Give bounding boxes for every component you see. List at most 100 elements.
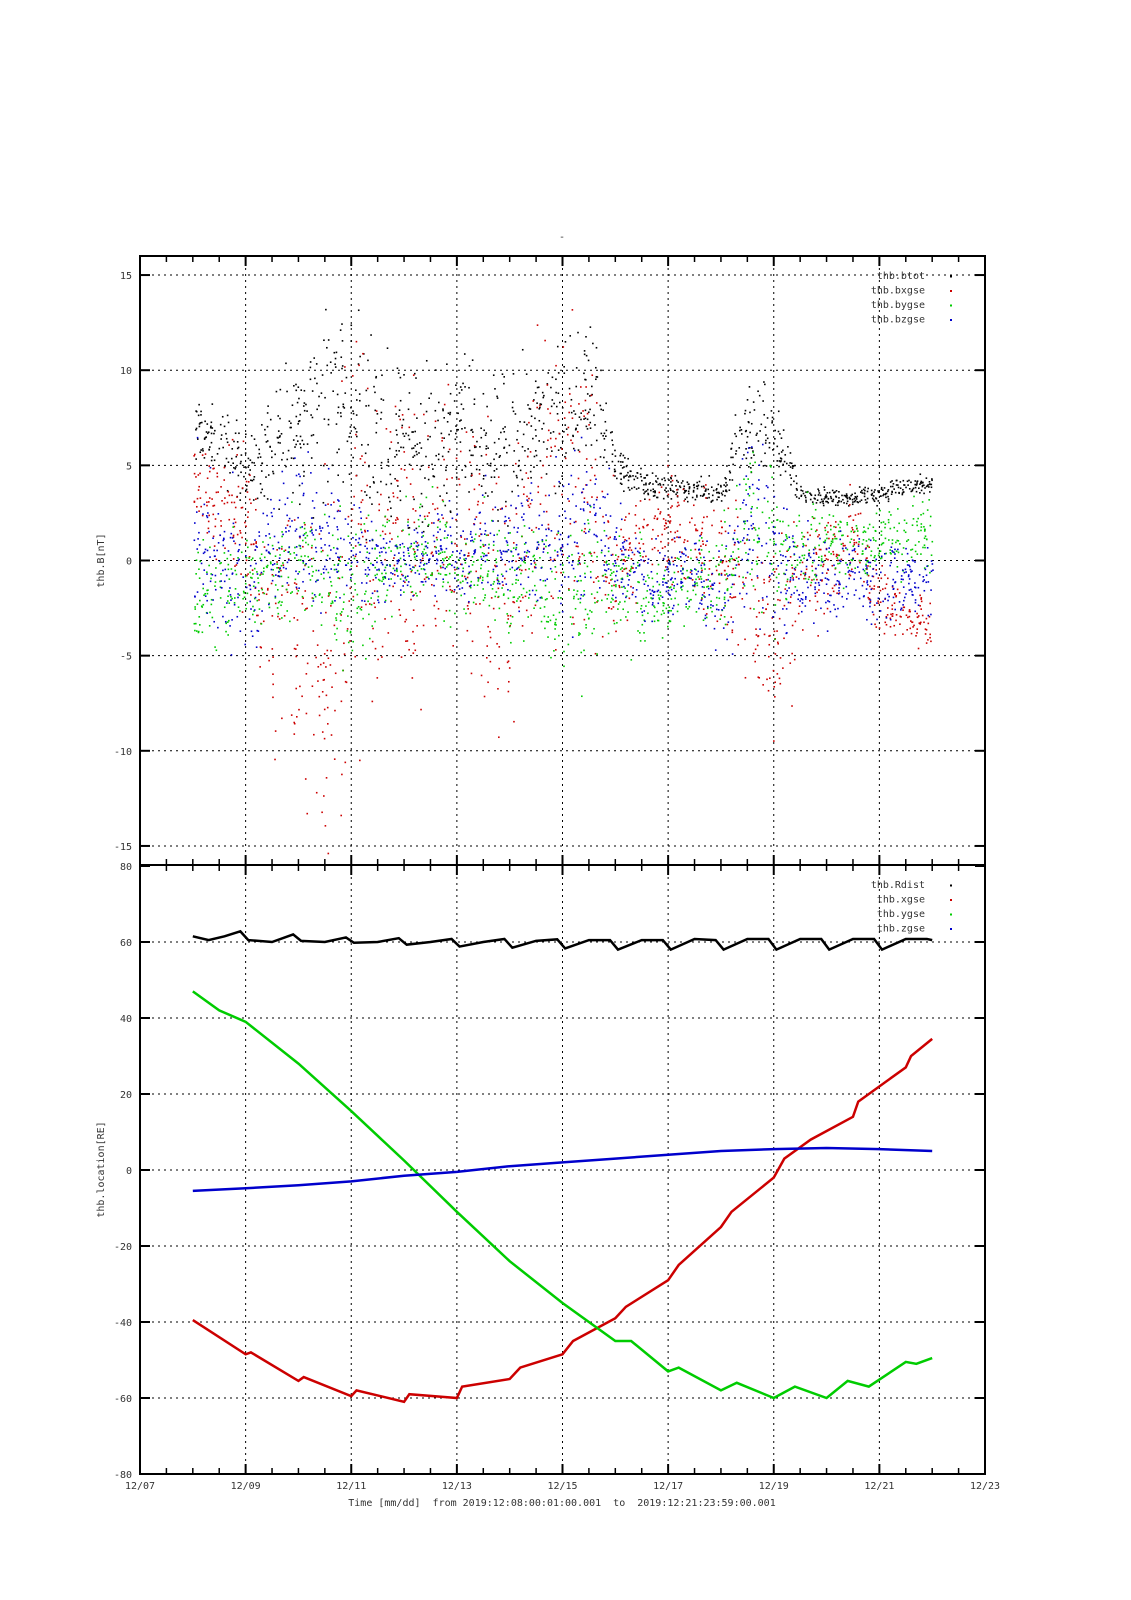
data-point bbox=[471, 640, 474, 643]
data-point bbox=[414, 444, 416, 447]
data-point bbox=[209, 426, 212, 429]
data-point bbox=[826, 537, 828, 540]
data-point bbox=[481, 576, 484, 579]
data-point bbox=[413, 566, 415, 569]
data-point bbox=[542, 422, 545, 425]
data-point bbox=[694, 524, 696, 526]
data-point bbox=[403, 451, 406, 453]
data-point bbox=[809, 498, 812, 501]
data-point bbox=[473, 538, 476, 540]
data-point bbox=[487, 552, 490, 554]
data-point bbox=[841, 547, 844, 550]
data-point bbox=[754, 461, 756, 464]
data-point bbox=[749, 573, 751, 575]
data-point bbox=[512, 470, 515, 473]
data-point bbox=[638, 542, 640, 545]
data-point bbox=[870, 550, 873, 553]
data-point bbox=[244, 452, 247, 454]
data-point bbox=[902, 479, 905, 482]
data-point bbox=[305, 562, 307, 565]
data-point bbox=[561, 543, 564, 546]
data-point bbox=[774, 604, 777, 606]
data-point bbox=[286, 591, 289, 594]
data-point bbox=[220, 562, 222, 564]
data-point bbox=[460, 403, 463, 406]
data-point bbox=[591, 496, 593, 498]
data-point bbox=[744, 522, 746, 525]
data-point bbox=[259, 666, 261, 668]
data-point bbox=[555, 391, 557, 394]
data-point bbox=[840, 558, 843, 561]
data-point bbox=[505, 438, 507, 441]
data-point bbox=[592, 581, 595, 583]
data-point bbox=[646, 590, 649, 592]
data-point bbox=[381, 374, 383, 377]
data-point bbox=[583, 415, 585, 418]
data-point bbox=[266, 412, 269, 414]
data-point bbox=[579, 508, 582, 510]
data-point bbox=[311, 544, 313, 547]
data-point bbox=[915, 634, 917, 637]
data-point bbox=[229, 472, 231, 474]
data-point bbox=[853, 539, 855, 541]
data-point bbox=[494, 619, 496, 621]
data-point bbox=[482, 588, 484, 590]
data-point bbox=[892, 483, 895, 485]
data-point bbox=[534, 593, 537, 596]
data-point bbox=[580, 386, 582, 388]
data-point bbox=[614, 580, 616, 583]
data-point bbox=[822, 504, 825, 507]
data-point bbox=[502, 584, 504, 586]
data-point bbox=[827, 568, 829, 571]
data-point bbox=[332, 390, 334, 393]
data-point bbox=[749, 431, 751, 434]
data-point bbox=[682, 568, 684, 570]
data-point bbox=[519, 564, 522, 567]
data-point bbox=[213, 545, 216, 547]
data-point bbox=[884, 493, 887, 496]
data-point bbox=[725, 545, 728, 547]
data-point bbox=[537, 543, 540, 546]
data-point bbox=[359, 543, 362, 546]
data-point bbox=[498, 438, 500, 440]
data-point bbox=[807, 553, 810, 555]
data-point bbox=[814, 586, 816, 588]
data-point bbox=[819, 501, 822, 504]
data-point bbox=[395, 567, 398, 570]
data-point bbox=[327, 525, 329, 527]
data-point bbox=[786, 589, 788, 592]
data-point bbox=[737, 556, 740, 558]
data-point bbox=[657, 589, 660, 592]
data-point bbox=[502, 594, 505, 596]
data-point bbox=[212, 599, 214, 601]
data-point bbox=[720, 532, 723, 535]
data-point bbox=[446, 478, 448, 481]
data-point bbox=[706, 497, 708, 499]
data-point bbox=[895, 595, 898, 597]
data-point bbox=[648, 577, 650, 579]
data-point bbox=[737, 541, 740, 544]
data-point bbox=[765, 522, 767, 524]
data-point bbox=[662, 609, 664, 612]
data-point bbox=[880, 557, 883, 559]
data-point bbox=[700, 545, 702, 547]
data-point bbox=[839, 526, 841, 529]
data-point bbox=[361, 599, 363, 602]
data-point bbox=[506, 613, 509, 615]
data-point bbox=[440, 432, 443, 435]
data-point bbox=[299, 526, 302, 529]
data-point bbox=[570, 411, 573, 414]
data-point bbox=[327, 571, 330, 574]
data-point bbox=[749, 447, 751, 449]
data-point bbox=[503, 602, 506, 605]
data-point bbox=[345, 584, 348, 587]
data-point bbox=[853, 543, 856, 546]
data-point bbox=[274, 758, 276, 761]
data-point bbox=[645, 596, 647, 599]
data-point bbox=[717, 483, 720, 486]
data-point bbox=[780, 562, 783, 565]
data-point bbox=[664, 554, 666, 557]
data-point bbox=[397, 535, 399, 538]
data-point bbox=[259, 557, 262, 560]
data-point bbox=[318, 594, 321, 596]
